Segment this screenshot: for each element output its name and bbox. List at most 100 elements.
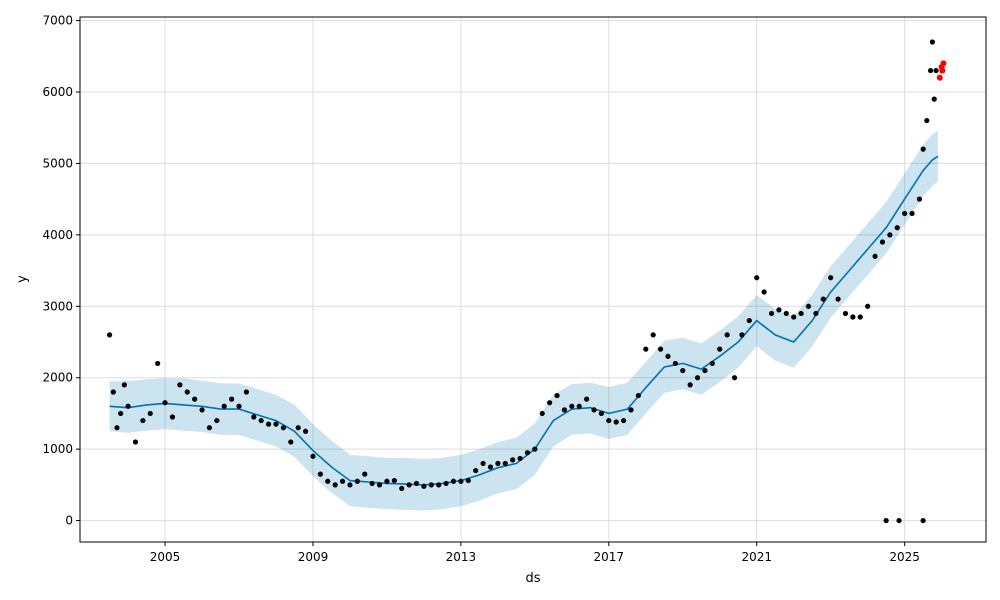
observed-point bbox=[118, 410, 124, 417]
observed-point bbox=[576, 403, 582, 409]
y-tick-label: 2000 bbox=[42, 371, 73, 385]
observed-point bbox=[584, 396, 590, 402]
observed-point bbox=[524, 450, 531, 456]
observed-point bbox=[317, 471, 323, 477]
y-tick-label: 6000 bbox=[42, 85, 73, 99]
highlight-point bbox=[939, 67, 946, 74]
observed-point bbox=[510, 457, 516, 463]
observed-point bbox=[354, 478, 360, 484]
observed-point bbox=[295, 425, 301, 431]
observed-point bbox=[902, 210, 908, 217]
observed-point bbox=[162, 400, 168, 406]
observed-point bbox=[110, 389, 116, 395]
observed-point bbox=[887, 232, 893, 238]
observed-point bbox=[687, 382, 693, 388]
observed-point bbox=[857, 314, 863, 320]
x-tick-label: 2013 bbox=[446, 550, 477, 564]
observed-point bbox=[125, 403, 131, 409]
observed-point bbox=[539, 410, 545, 417]
observed-point bbox=[280, 425, 286, 431]
observed-point bbox=[140, 417, 146, 424]
grid bbox=[80, 17, 986, 542]
plot-frame bbox=[79, 16, 987, 543]
observed-point bbox=[302, 428, 309, 434]
observed-point bbox=[933, 67, 939, 74]
observed-point bbox=[347, 482, 353, 488]
observed-point bbox=[155, 360, 161, 367]
observed-point bbox=[761, 289, 767, 295]
observed-point bbox=[635, 392, 641, 399]
observed-point bbox=[369, 480, 375, 487]
observed-point bbox=[184, 389, 190, 395]
observed-point bbox=[927, 67, 934, 74]
observed-point bbox=[554, 392, 560, 399]
observed-point bbox=[739, 332, 745, 338]
observed-point bbox=[865, 303, 871, 309]
observed-point bbox=[288, 439, 294, 445]
observed-point bbox=[384, 478, 390, 484]
observed-point bbox=[931, 96, 937, 102]
observed-point bbox=[798, 310, 804, 317]
observed-point bbox=[177, 382, 183, 388]
observed-point bbox=[480, 460, 486, 467]
highlight-points-group bbox=[936, 60, 947, 81]
observed-point bbox=[273, 421, 279, 427]
x-axis: 2005 2009 2013 2017 2021 2025 bbox=[150, 542, 920, 564]
observed-point bbox=[214, 417, 220, 424]
observed-point bbox=[487, 464, 494, 470]
observed-point bbox=[820, 296, 826, 302]
observed-point bbox=[613, 419, 619, 425]
observed-point bbox=[339, 478, 346, 484]
observed-point bbox=[206, 425, 213, 431]
observed-point bbox=[621, 417, 627, 424]
observed-point bbox=[606, 417, 612, 424]
observed-point bbox=[776, 307, 782, 313]
x-tick-label: 2025 bbox=[889, 550, 920, 564]
y-tick-label: 0 bbox=[65, 514, 73, 528]
observed-point bbox=[920, 517, 926, 524]
observed-point bbox=[672, 360, 678, 367]
observed-point bbox=[872, 253, 878, 259]
observed-point bbox=[754, 275, 760, 281]
observed-point bbox=[920, 146, 926, 152]
observed-point bbox=[310, 453, 316, 459]
observed-point bbox=[896, 517, 902, 524]
observed-point bbox=[805, 303, 812, 309]
observed-points-group bbox=[106, 39, 939, 524]
observed-point bbox=[680, 367, 686, 374]
observed-point bbox=[502, 460, 508, 467]
observed-point bbox=[709, 360, 715, 367]
highlight-point bbox=[940, 60, 947, 67]
observed-point bbox=[450, 478, 457, 484]
observed-point bbox=[106, 332, 113, 338]
y-tick-label: 1000 bbox=[42, 442, 73, 456]
observed-point bbox=[783, 310, 789, 317]
observed-point bbox=[121, 382, 127, 388]
observed-point bbox=[628, 407, 634, 413]
observed-point bbox=[406, 482, 412, 488]
observed-point bbox=[443, 480, 449, 487]
observed-point bbox=[391, 477, 397, 484]
x-tick-label: 2009 bbox=[298, 550, 329, 564]
x-axis-label: ds bbox=[525, 571, 540, 586]
observed-point bbox=[421, 483, 427, 489]
observed-point bbox=[399, 485, 405, 492]
observed-point bbox=[236, 403, 242, 409]
observed-point bbox=[835, 296, 841, 302]
y-axis: 0 1000 2000 3000 4000 5000 6000 7000 bbox=[42, 14, 80, 528]
observed-point bbox=[169, 414, 176, 420]
observed-point bbox=[265, 421, 272, 427]
highlight-point bbox=[936, 74, 943, 81]
observed-point bbox=[702, 367, 708, 374]
uncertainty-band-group bbox=[109, 130, 938, 511]
observed-point bbox=[813, 310, 819, 317]
observed-point bbox=[229, 396, 235, 402]
observed-point bbox=[199, 407, 205, 413]
observed-point bbox=[591, 407, 597, 413]
observed-point bbox=[376, 482, 383, 488]
observed-point bbox=[724, 332, 730, 338]
y-tick-label: 4000 bbox=[42, 228, 73, 242]
observed-point bbox=[325, 478, 331, 484]
observed-point bbox=[495, 460, 501, 467]
